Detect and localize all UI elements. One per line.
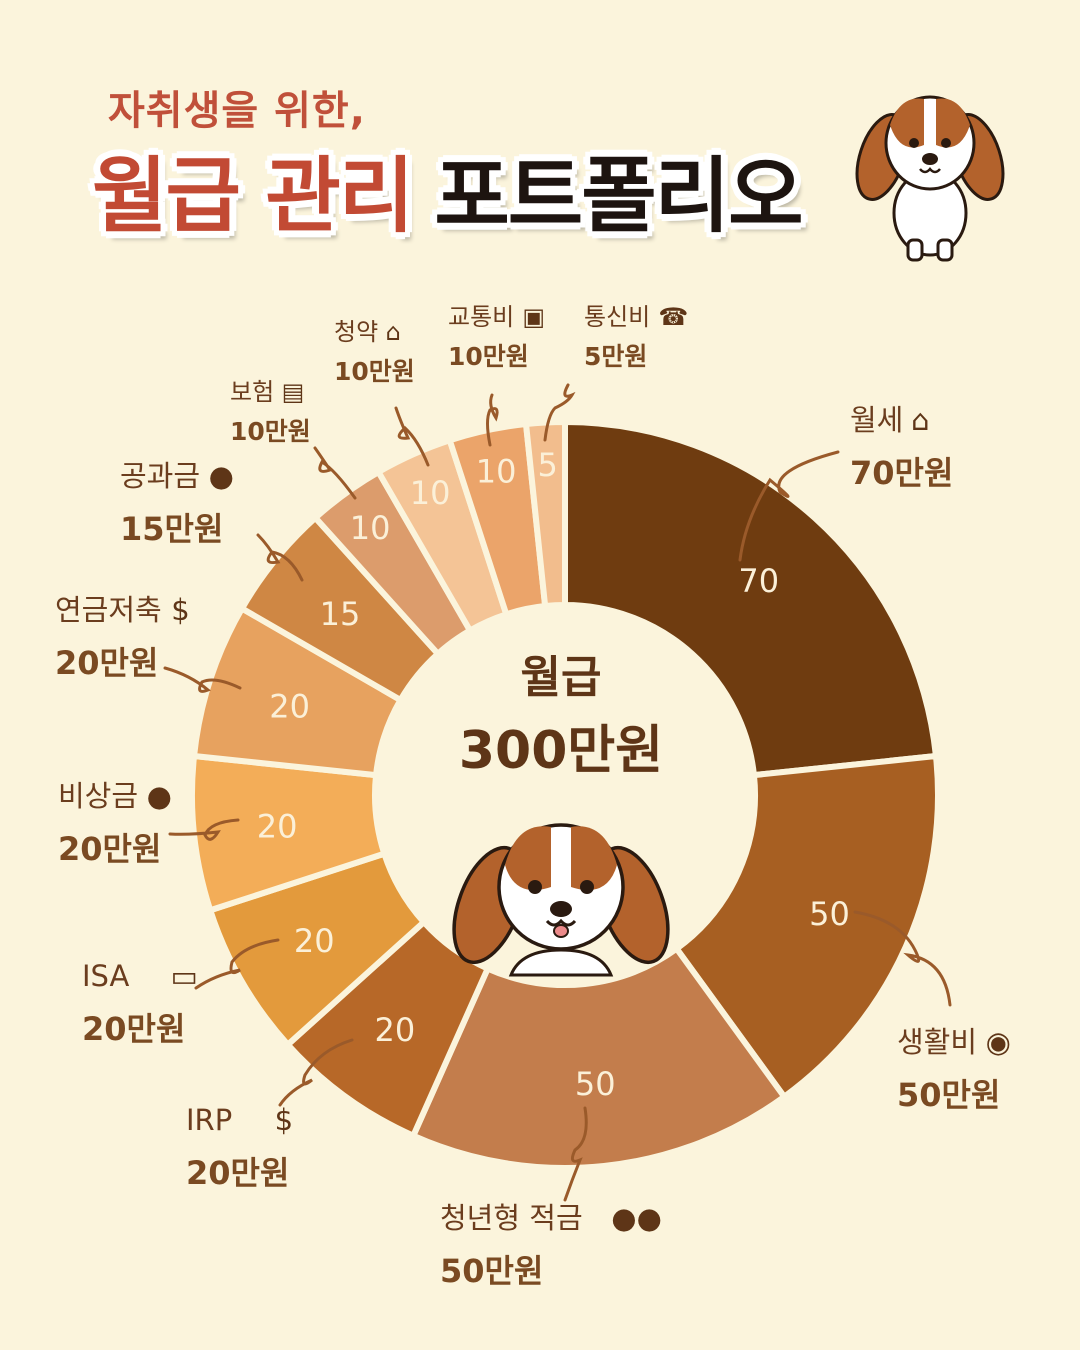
amount-label: 20만원 [82, 1010, 185, 1048]
slice-value-label: 10 [410, 474, 451, 512]
category-label: 연금저축 [55, 593, 162, 627]
amount-label: 20만원 [58, 830, 161, 868]
category-label: 보험 [230, 378, 274, 406]
dollar-badge-icon: $ [275, 1103, 293, 1137]
leader-lines-layer [163, 383, 952, 1202]
donut-slice [673, 753, 941, 1100]
category-label: 청년형 적금 [440, 1201, 583, 1235]
drop-icon: ● [209, 459, 234, 493]
leader-line [313, 446, 357, 500]
amount-label: 5만원 [584, 342, 647, 371]
slice-value-label: 50 [575, 1065, 616, 1103]
donut-slice [562, 419, 939, 779]
slice-value-label: 50 [809, 895, 850, 933]
slice-value-label: 70 [738, 562, 779, 600]
leader-line [394, 406, 430, 467]
amount-label: 10만원 [448, 342, 529, 371]
category-label: 생활비 [897, 1025, 977, 1059]
leader-line [163, 666, 242, 693]
piggy-bank-icon: ● [147, 779, 172, 813]
slice-value-label: 10 [476, 453, 517, 491]
leader-line [543, 383, 576, 442]
slice-value-label: 20 [269, 688, 310, 726]
leader-line [194, 938, 280, 990]
amount-label: 15만원 [120, 510, 223, 548]
slice-value-label: 10 [350, 509, 391, 547]
category-label: 통신비 [584, 303, 650, 331]
banknote-icon: ▭ [171, 959, 198, 993]
category-label: 청약 [334, 318, 378, 346]
money-bag-icon: ◉ [986, 1025, 1011, 1059]
slice-value-label: 5 [537, 446, 557, 484]
leader-line [853, 910, 952, 1007]
subtitle: 자취생을 위한, [108, 88, 366, 134]
dog-mascot-top-icon [855, 95, 1005, 262]
donut-slice [410, 945, 788, 1171]
amount-label: 10만원 [334, 357, 415, 386]
amount-label: 20만원 [186, 1154, 289, 1192]
amount-label: 10만원 [230, 417, 311, 446]
leader-line [256, 533, 304, 582]
money-sack-icon: $ [171, 593, 189, 627]
page-title: 월급 관리 포트폴리오 [90, 142, 805, 252]
category-label: 교통비 [448, 303, 514, 331]
category-label: IRP [186, 1103, 232, 1137]
slice-value-label: 20 [374, 1011, 415, 1049]
category-label: ISA [82, 959, 129, 993]
slice-value-label: 15 [320, 595, 361, 633]
slice-value-label: 20 [294, 922, 335, 960]
users-icon: ●● [611, 1201, 662, 1235]
leader-line [563, 1106, 588, 1202]
leader-line [168, 818, 240, 841]
slices-layer [189, 419, 941, 1171]
house-outline-icon: ⌂ [386, 318, 401, 346]
center-label-salary: 월급 [521, 652, 602, 703]
leader-line [738, 450, 840, 562]
phone-icon: ☎ [658, 303, 688, 331]
amount-label: 20만원 [55, 644, 158, 682]
amount-label: 50만원 [897, 1076, 1000, 1114]
category-label: 월세 [850, 403, 903, 437]
category-label: 공과금 [120, 459, 200, 493]
center-label-total: 300만원 [459, 721, 663, 781]
slice-value-labels-layer: 70 50 50 20 20 20 20 15 10 10 10 5 [257, 446, 850, 1103]
slice-value-label: 20 [257, 807, 298, 845]
title-part-portfolio: 포트폴리오 [433, 149, 805, 244]
dog-mascot-center-icon [452, 823, 670, 977]
amount-label: 50만원 [440, 1252, 543, 1290]
amount-label: 70만원 [850, 454, 953, 492]
leader-line [486, 393, 499, 447]
title-part-salary-management: 월급 관리 [90, 149, 415, 244]
leader-line [278, 1038, 354, 1107]
id-card-icon: ▤ [282, 378, 305, 406]
category-label: 비상금 [58, 779, 138, 813]
bus-icon: ▣ [522, 303, 545, 331]
house-icon: ⌂ [911, 403, 929, 437]
donut-slice [523, 419, 568, 610]
